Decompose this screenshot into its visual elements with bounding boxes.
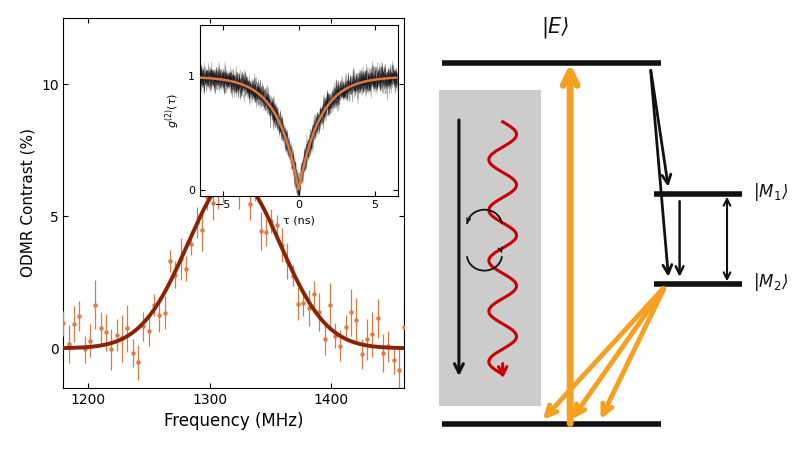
Text: |M$_2$⟩: |M$_2$⟩ xyxy=(753,271,787,293)
Bar xyxy=(439,90,541,406)
Y-axis label: ODMR Contrast (%): ODMR Contrast (%) xyxy=(21,129,36,277)
X-axis label: Frequency (MHz): Frequency (MHz) xyxy=(164,412,304,430)
Text: |E⟩: |E⟩ xyxy=(542,17,569,38)
Text: |M$_1$⟩: |M$_1$⟩ xyxy=(753,181,787,202)
